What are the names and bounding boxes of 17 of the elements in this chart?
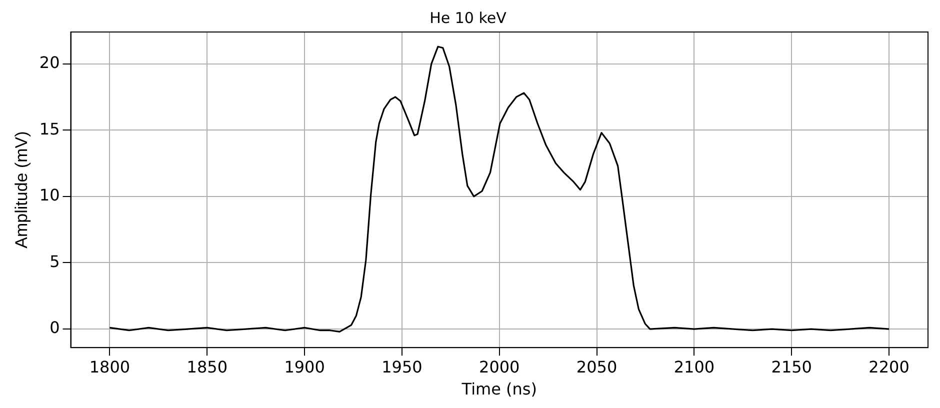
x-tick-label: 2000 xyxy=(479,357,520,376)
y-axis-title: Amplitude (mV) xyxy=(12,131,31,248)
y-tick-label: 10 xyxy=(39,186,60,205)
x-tick-label: 1800 xyxy=(89,357,130,376)
y-tick-label: 20 xyxy=(39,52,60,72)
x-tick-label: 1850 xyxy=(186,357,228,376)
x-tick-label: 2200 xyxy=(868,357,910,376)
y-tick-label: 0 xyxy=(50,318,60,338)
x-tick-label: 2100 xyxy=(674,357,715,376)
x-tick-label: 2150 xyxy=(771,357,812,376)
x-tick-label: 1950 xyxy=(382,357,422,376)
x-tick-label: 2050 xyxy=(576,357,618,376)
chart-title: He 10 keV xyxy=(430,8,508,27)
y-tick-label: 5 xyxy=(50,252,60,271)
y-tick-label: 15 xyxy=(39,119,60,138)
x-tick-label: 1900 xyxy=(284,357,325,376)
x-axis-title: Time (ns) xyxy=(460,380,537,399)
